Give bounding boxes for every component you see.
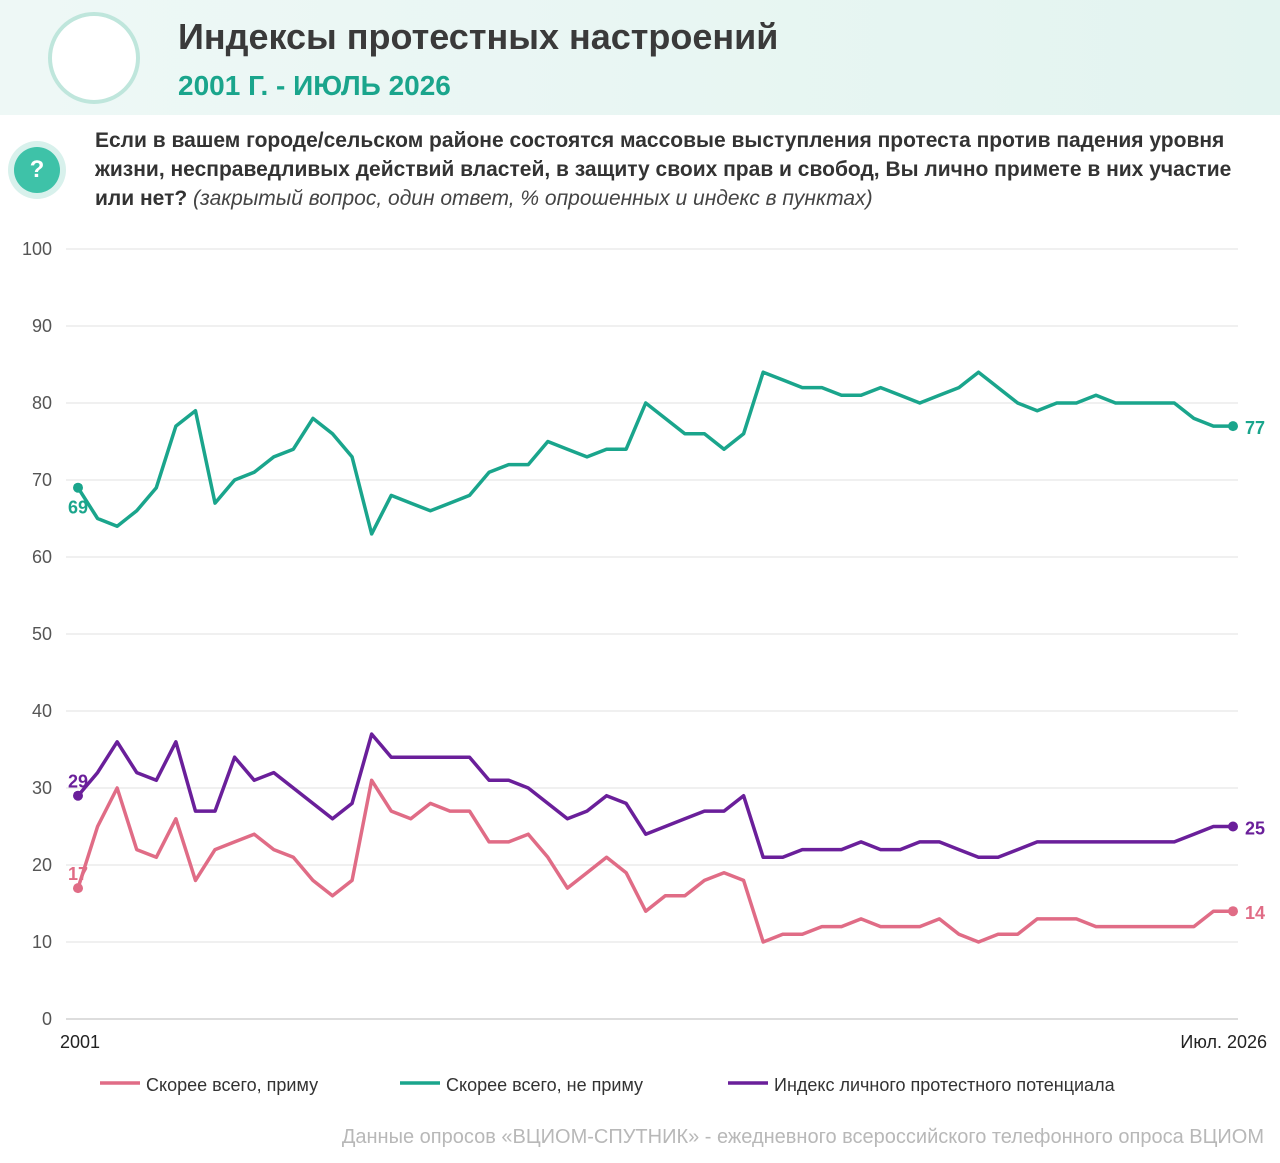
end-dot <box>1228 906 1238 917</box>
y-tick-label: 10 <box>32 932 52 952</box>
question: Если в вашем городе/сельском районе сост… <box>95 126 1270 213</box>
question-icon: ? <box>14 147 60 193</box>
series-line <box>76 732 1233 860</box>
title: Индексы протестных настроений <box>178 16 779 57</box>
question-text: Если в вашем городе/сельском районе сост… <box>95 129 1232 210</box>
data-label: 17 <box>68 864 88 884</box>
logo-icon <box>48 12 140 104</box>
series-line <box>76 370 1233 536</box>
question-note: (закрытый вопрос, один ответ, % опрошенн… <box>193 187 873 210</box>
legend-label: Скорее всего, не приму <box>446 1075 643 1095</box>
y-tick-label: 100 <box>22 239 52 259</box>
x-tick-label: 2001 <box>60 1032 100 1052</box>
series-line <box>76 778 1233 944</box>
legend-label: Индекс личного протестного потенциала <box>774 1075 1116 1095</box>
y-tick-label: 50 <box>32 624 52 644</box>
y-tick-label: 60 <box>32 547 52 567</box>
y-tick-label: 0 <box>42 1009 52 1029</box>
y-tick-label: 80 <box>32 393 52 413</box>
y-tick-label: 90 <box>32 316 52 336</box>
footer: Данные опросов «ВЦИОМ-СПУТНИК» - ежеднев… <box>341 1126 1264 1148</box>
subtitle: 2001 Г. - ИЮЛЬ 2026 <box>178 70 451 101</box>
header <box>0 0 1280 115</box>
data-label: 14 <box>1245 903 1265 923</box>
y-tick-label: 30 <box>32 778 52 798</box>
data-label: 77 <box>1245 418 1265 438</box>
end-dot <box>73 482 83 493</box>
y-tick-label: 20 <box>32 855 52 875</box>
data-label: 25 <box>1245 819 1265 839</box>
end-dot <box>73 883 83 894</box>
y-tick-label: 70 <box>32 470 52 490</box>
x-tick-label: Июл. 2026 <box>1180 1032 1267 1052</box>
data-label: 29 <box>68 772 88 792</box>
y-tick-label: 40 <box>32 701 52 721</box>
end-dot <box>1228 821 1238 832</box>
legend-label: Скорее всего, приму <box>146 1075 318 1095</box>
data-label: 69 <box>68 498 88 518</box>
end-dot <box>1228 421 1238 432</box>
end-dot <box>73 790 83 801</box>
